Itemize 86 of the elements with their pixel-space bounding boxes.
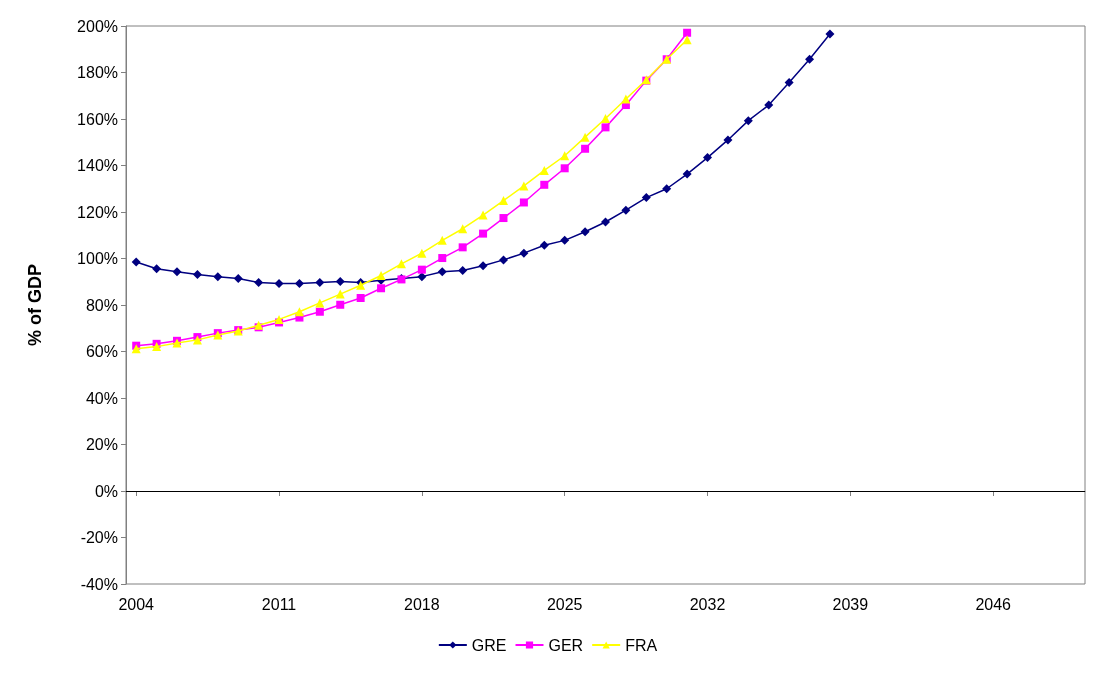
y-tick-label: -20% (80, 529, 118, 546)
point (539, 240, 549, 250)
point (560, 164, 569, 173)
point (335, 277, 345, 287)
point (580, 132, 590, 142)
point (274, 278, 284, 288)
point (601, 217, 610, 227)
point (519, 248, 529, 258)
point (580, 227, 590, 237)
y-tick-label: 180% (77, 64, 118, 81)
point (478, 210, 488, 220)
y-tick-label: 140% (77, 157, 118, 174)
y-tick-label: 60% (85, 343, 118, 360)
point (315, 277, 325, 287)
point (213, 272, 223, 282)
point (498, 196, 508, 206)
point (743, 116, 753, 126)
x-tick-label: 2039 (832, 595, 869, 613)
x-tick-label: 2046 (975, 595, 1012, 613)
point (356, 294, 365, 303)
y-tick-label: 40% (85, 389, 118, 407)
y-tick-label: 160% (77, 110, 118, 128)
point (560, 235, 570, 245)
legend-label: FRA (625, 636, 658, 654)
point (621, 94, 631, 104)
point (417, 272, 427, 282)
point (621, 205, 631, 215)
point (641, 193, 651, 203)
point (335, 289, 345, 299)
point (152, 342, 162, 352)
point (294, 307, 304, 317)
point (479, 229, 488, 238)
x-tick-label: 2018 (404, 595, 440, 613)
point (805, 54, 815, 64)
point (437, 267, 447, 277)
y-tick-label: 200% (77, 17, 118, 35)
point (336, 300, 345, 309)
point (540, 180, 549, 189)
legend-label: GRE (471, 636, 507, 654)
point (764, 100, 774, 110)
y-tick-label: 0% (94, 482, 118, 500)
point (601, 123, 610, 132)
point (131, 257, 141, 267)
point (682, 169, 692, 179)
point (662, 184, 672, 194)
y-tick-label: 120% (77, 203, 118, 221)
y-tick-label: 100% (77, 250, 118, 267)
point (499, 214, 508, 223)
point (723, 135, 733, 145)
x-tick-label: 2032 (689, 595, 726, 613)
x-tick-label: 2004 (118, 595, 155, 613)
point (192, 270, 202, 280)
point (152, 264, 162, 274)
y-tick-label: 80% (85, 296, 118, 314)
point (825, 29, 835, 39)
point (601, 114, 610, 124)
point (274, 314, 284, 324)
x-tick-label: 2025 (546, 595, 583, 613)
point (682, 35, 692, 45)
point (315, 307, 324, 316)
point (458, 243, 467, 252)
point (396, 259, 406, 269)
point (539, 165, 549, 175)
point (581, 144, 590, 153)
point (254, 277, 264, 287)
point (519, 198, 528, 207)
point (458, 266, 468, 276)
point (417, 265, 426, 274)
x-tick-label: 2011 (261, 595, 297, 613)
point (377, 284, 386, 293)
point (233, 273, 243, 283)
point (437, 235, 447, 245)
point (683, 28, 692, 37)
point (784, 78, 794, 87)
point (478, 261, 488, 271)
point (294, 278, 304, 288)
point (498, 255, 508, 265)
legend-label: GER (548, 636, 584, 654)
point (376, 270, 386, 280)
point (417, 248, 427, 258)
y-tick-label: 20% (85, 436, 118, 453)
y-tick-label: -40% (80, 575, 118, 593)
point (438, 254, 447, 263)
point (703, 153, 713, 163)
point (172, 267, 182, 277)
y-axis-title: % of GDP (25, 263, 45, 347)
